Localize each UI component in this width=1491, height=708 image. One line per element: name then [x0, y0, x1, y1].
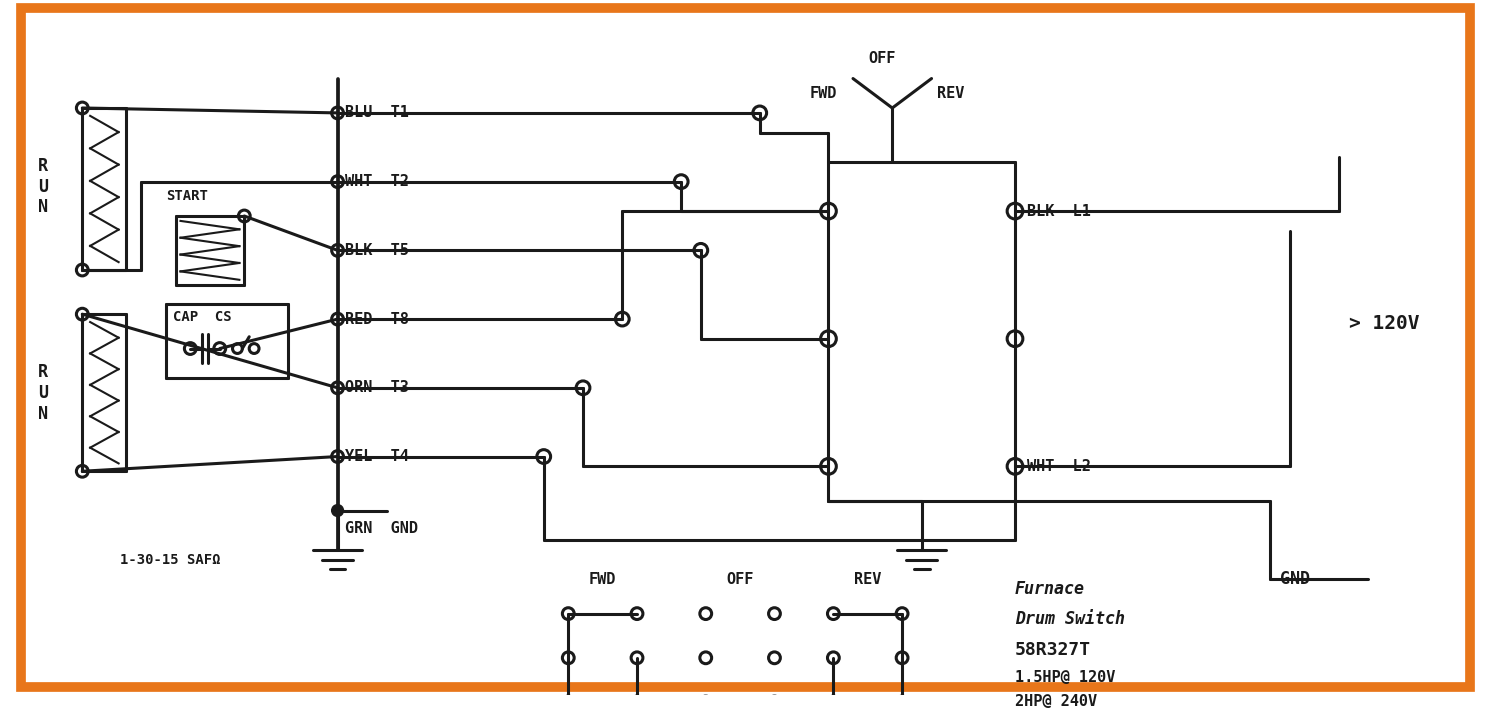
- Text: R
U
N: R U N: [39, 363, 48, 423]
- Text: 2HP@ 240V: 2HP@ 240V: [1015, 695, 1097, 708]
- Text: 1-30-15 SAFΩ: 1-30-15 SAFΩ: [121, 553, 221, 566]
- Text: OFF: OFF: [726, 572, 754, 587]
- Text: OFF: OFF: [869, 52, 896, 67]
- Text: BLK  L1: BLK L1: [1027, 204, 1090, 219]
- Text: Drum Switch: Drum Switch: [1015, 610, 1126, 627]
- Text: REV: REV: [854, 572, 881, 587]
- Text: RED  T8: RED T8: [346, 312, 410, 326]
- Text: WHT  T2: WHT T2: [346, 174, 410, 189]
- Circle shape: [331, 505, 343, 516]
- Text: BLU  T1: BLU T1: [346, 105, 410, 120]
- Text: CAP  CS: CAP CS: [173, 310, 231, 324]
- Text: 1.5HP@ 120V: 1.5HP@ 120V: [1015, 670, 1115, 685]
- Text: BLK  T5: BLK T5: [346, 243, 410, 258]
- Text: WHT  L2: WHT L2: [1027, 459, 1090, 474]
- Text: YEL  T4: YEL T4: [346, 449, 410, 464]
- Text: R
U
N: R U N: [39, 156, 48, 217]
- Text: FWD: FWD: [589, 572, 616, 587]
- Text: > 120V: > 120V: [1349, 314, 1419, 333]
- Text: 58R327T: 58R327T: [1015, 641, 1091, 659]
- Text: Furnace: Furnace: [1015, 580, 1085, 598]
- Text: REV: REV: [938, 86, 965, 101]
- Text: ORN  T3: ORN T3: [346, 380, 410, 395]
- Text: GRN  GND: GRN GND: [346, 520, 419, 536]
- Text: FWD: FWD: [810, 86, 838, 101]
- Text: START: START: [166, 189, 207, 203]
- Text: GND: GND: [1281, 570, 1311, 588]
